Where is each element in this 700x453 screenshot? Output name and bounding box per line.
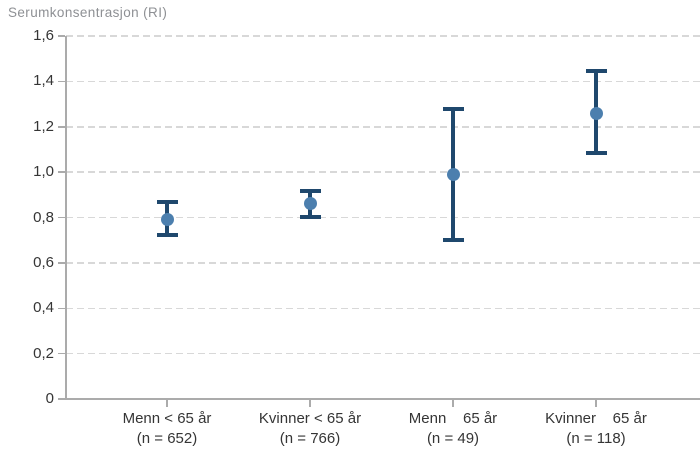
y-tick-label: 1,4 — [33, 72, 54, 90]
gridline — [66, 171, 700, 173]
x-tick — [452, 400, 454, 407]
y-tick — [58, 352, 65, 355]
y-tick — [58, 262, 65, 264]
y-tick-label: 0,8 — [33, 208, 54, 226]
x-category-n: (n = 49) — [426, 430, 480, 447]
x-tick — [309, 400, 311, 407]
gridline — [66, 307, 700, 309]
y-tick-label: 0 — [45, 390, 54, 407]
x-category-label: Kvinner < 65 år (n = 766) — [220, 409, 400, 449]
x-category-n: (n = 652) — [136, 430, 198, 447]
x-category-name: Kvinner 65 år — [545, 410, 647, 427]
error-bar-cap-bottom — [156, 233, 178, 238]
gridline — [66, 80, 700, 83]
y-tick-label: 1,0 — [33, 163, 54, 181]
x-category-label: Menn 65 år (n = 49) — [363, 409, 543, 449]
y-tick-label: 0,2 — [33, 344, 54, 362]
error-bar-cap-bottom — [299, 215, 321, 219]
data-point-marker — [589, 106, 603, 120]
x-category-label: Kvinner 65 år (n = 118) — [506, 409, 686, 449]
error-bar-cap-top — [442, 107, 464, 112]
y-tick — [58, 80, 65, 83]
data-point-marker — [160, 213, 174, 227]
gridline — [66, 216, 700, 219]
y-tick — [58, 398, 65, 400]
y-tick-label: 1,6 — [33, 27, 54, 44]
x-category-name: Menn 65 år — [408, 410, 498, 427]
x-category-n: (n = 118) — [566, 430, 626, 447]
gridline — [66, 126, 700, 128]
y-tick — [58, 216, 65, 219]
y-tick-label: 0,4 — [33, 299, 54, 317]
x-tick — [166, 400, 168, 407]
y-tick — [58, 171, 65, 173]
y-tick-label: 0,6 — [33, 253, 54, 271]
x-category-label: Menn < 65 år (n = 652) — [77, 409, 257, 449]
x-category-name: Menn < 65 år — [122, 410, 212, 427]
error-bar-cap-top — [299, 188, 321, 193]
gridline — [66, 352, 700, 355]
chart-title: Serumkonsentrasjon (RI) — [8, 5, 168, 20]
error-bar-cap-top — [156, 200, 178, 205]
error-bar-cap-bottom — [442, 237, 464, 242]
y-tick — [58, 35, 65, 37]
x-axis-line — [65, 398, 700, 400]
data-point-marker — [446, 167, 460, 181]
x-tick — [595, 400, 597, 407]
gridline — [66, 262, 700, 264]
x-category-n: (n = 766) — [279, 430, 341, 447]
gridline — [66, 35, 700, 37]
error-bar-cap-top — [585, 68, 607, 73]
data-point-marker — [303, 197, 317, 211]
y-axis-line — [65, 36, 67, 400]
y-tick-label: 1,2 — [33, 117, 54, 135]
x-category-name: Kvinner < 65 år — [258, 410, 362, 427]
y-tick — [58, 307, 65, 309]
error-bar-cap-bottom — [585, 151, 607, 156]
y-tick — [58, 126, 65, 128]
